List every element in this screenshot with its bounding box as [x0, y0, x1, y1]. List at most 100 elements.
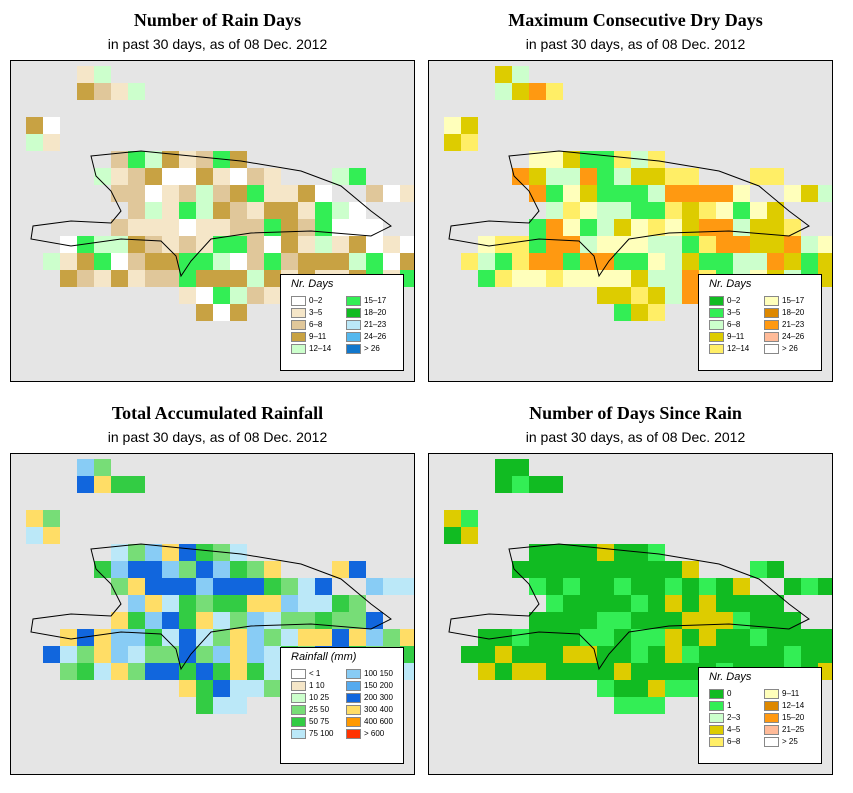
- legend-label: 18–20: [782, 308, 805, 317]
- legend-label: 25 50: [309, 705, 330, 714]
- legend-title: Rainfall (mm): [291, 651, 357, 663]
- legend-label: 3–5: [727, 308, 741, 317]
- legend-label: > 600: [364, 729, 385, 738]
- legend-label: 0–2: [309, 296, 323, 305]
- panel-total-rainfall: Total Accumulated Rainfall in past 30 da…: [10, 393, 425, 783]
- legend: Rainfall (mm) < 1 1 10 10 25 25 50 50 75 75 1…: [280, 647, 404, 764]
- legend-swatch: [346, 669, 361, 679]
- legend-label: 0: [727, 689, 732, 698]
- legend-swatch: [764, 332, 779, 342]
- legend-swatch: [291, 320, 306, 330]
- legend-swatch: [764, 701, 779, 711]
- panel-days-since-rain: Number of Days Since Rain in past 30 day…: [428, 393, 843, 783]
- legend-label: 1: [727, 701, 732, 710]
- panel-subtitle: in past 30 days, as of 08 Dec. 2012: [107, 429, 328, 445]
- legend-label: 6–8: [727, 320, 741, 329]
- legend-label: 1 10: [309, 681, 325, 690]
- days-since-rain-map: [444, 459, 832, 714]
- legend-label: 6–8: [727, 737, 741, 746]
- legend-label: 21–23: [364, 320, 387, 329]
- legend-swatch: [764, 725, 779, 735]
- legend-swatch: [709, 713, 724, 723]
- legend-swatch: [291, 332, 306, 342]
- legend-swatch: [291, 693, 306, 703]
- legend-label: 9–11: [309, 332, 327, 341]
- legend-title: Nr. Days: [709, 671, 752, 683]
- legend: Nr. Days 0 1 2–3 4–5 6–8 9–11 12–14 15–20 21–25 >…: [698, 667, 822, 764]
- legend-swatch: [709, 725, 724, 735]
- legend-swatch: [709, 332, 724, 342]
- legend-label: > 26: [364, 344, 380, 353]
- legend-swatch: [709, 701, 724, 711]
- legend-swatch: [291, 308, 306, 318]
- legend: Nr. Days 0–2 3–5 6–8 9–11 12–14 15–17 18–20 21–…: [698, 274, 822, 371]
- legend-label: 3–5: [309, 308, 323, 317]
- legend-swatch: [291, 669, 306, 679]
- legend-swatch: [346, 308, 361, 318]
- legend-swatch: [346, 344, 361, 354]
- legend-label: 10 25: [309, 693, 330, 702]
- legend-label: < 1: [309, 669, 321, 678]
- legend-label: 21–25: [782, 725, 805, 734]
- legend-swatch: [709, 308, 724, 318]
- legend-swatch: [346, 332, 361, 342]
- panel-subtitle: in past 30 days, as of 08 Dec. 2012: [525, 36, 746, 52]
- legend-label: 50 75: [309, 717, 330, 726]
- legend-swatch: [709, 296, 724, 306]
- rain-days-map: [26, 66, 414, 321]
- panel-title: Total Accumulated Rainfall: [111, 403, 324, 423]
- legend-swatch: [346, 729, 361, 739]
- legend-swatch: [764, 737, 779, 747]
- legend-label: > 25: [782, 737, 798, 746]
- legend-label: 15–17: [364, 296, 387, 305]
- legend-title: Nr. Days: [709, 278, 752, 290]
- legend-swatch: [291, 296, 306, 306]
- legend-swatch: [291, 681, 306, 691]
- max-dry-days-map: [444, 66, 832, 321]
- legend-label: 75 100: [309, 729, 334, 738]
- legend-swatch: [346, 693, 361, 703]
- legend-label: 400 600: [364, 717, 393, 726]
- legend-label: 15–17: [782, 296, 805, 305]
- legend-swatch: [709, 737, 724, 747]
- legend-swatch: [764, 296, 779, 306]
- legend-swatch: [346, 320, 361, 330]
- legend: Nr. Days 0–2 3–5 6–8 9–11 12–14 15–17 18–20 21–…: [280, 274, 404, 371]
- legend-label: 21–23: [782, 320, 805, 329]
- legend-label: 9–11: [782, 689, 800, 698]
- map-frame: Rainfall (mm) < 1 1 10 10 25 25 50 50 75 75 1…: [10, 453, 415, 775]
- legend-label: 300 400: [364, 705, 393, 714]
- legend-label: 200 300: [364, 693, 393, 702]
- panel-subtitle: in past 30 days, as of 08 Dec. 2012: [525, 429, 746, 445]
- legend-swatch: [709, 344, 724, 354]
- map-frame: Nr. Days 0–2 3–5 6–8 9–11 12–14 15–17 18–20 21–…: [10, 60, 415, 382]
- legend-label: 18–20: [364, 308, 387, 317]
- legend-label: 4–5: [727, 725, 741, 734]
- panel-max-dry-days: Maximum Consecutive Dry Days in past 30 …: [428, 0, 843, 390]
- legend-label: 6–8: [309, 320, 323, 329]
- legend-swatch: [709, 689, 724, 699]
- legend-swatch: [291, 705, 306, 715]
- legend-swatch: [764, 713, 779, 723]
- legend-swatch: [346, 705, 361, 715]
- legend-label: 12–14: [782, 701, 805, 710]
- legend-swatch: [291, 717, 306, 727]
- legend-label: 9–11: [727, 332, 745, 341]
- legend-swatch: [291, 344, 306, 354]
- legend-swatch: [764, 308, 779, 318]
- legend-swatch: [764, 320, 779, 330]
- legend-label: 0–2: [727, 296, 741, 305]
- panel-title: Maximum Consecutive Dry Days: [508, 10, 763, 30]
- legend-label: 24–26: [782, 332, 805, 341]
- legend-swatch: [346, 681, 361, 691]
- map-frame: Nr. Days 0 1 2–3 4–5 6–8 9–11 12–14 15–20 21–25 >…: [428, 453, 833, 775]
- panel-rain-days: Number of Rain Days in past 30 days, as …: [10, 0, 425, 390]
- legend-label: > 26: [782, 344, 798, 353]
- legend-label: 15–20: [782, 713, 805, 722]
- legend-swatch: [346, 717, 361, 727]
- panel-title: Number of Days Since Rain: [529, 403, 742, 423]
- legend-swatch: [764, 344, 779, 354]
- panel-subtitle: in past 30 days, as of 08 Dec. 2012: [107, 36, 328, 52]
- map-frame: Nr. Days 0–2 3–5 6–8 9–11 12–14 15–17 18–20 21–…: [428, 60, 833, 382]
- legend-title: Nr. Days: [291, 278, 334, 290]
